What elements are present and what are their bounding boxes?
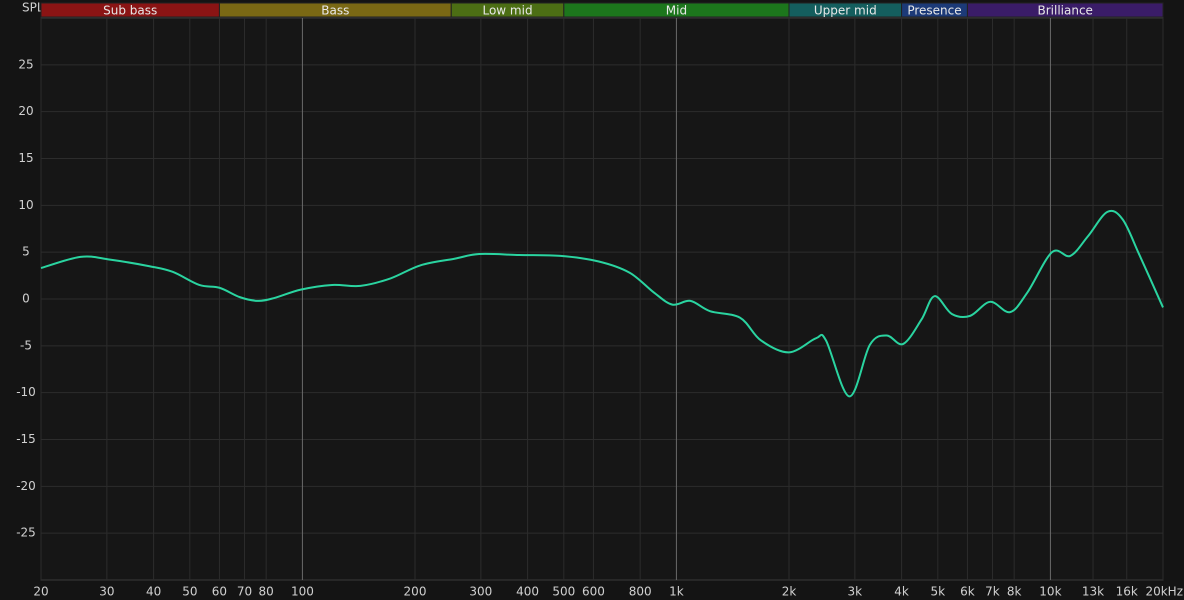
x-tick-label: 30	[99, 585, 114, 599]
y-tick-label: 10	[18, 198, 33, 212]
x-tick-label: 800	[629, 585, 652, 599]
y-tick-label: 0	[22, 292, 30, 306]
x-tick-label: 100	[291, 585, 314, 599]
y-tick-label: -5	[20, 338, 32, 352]
x-tick-label: 40	[146, 585, 161, 599]
band-label: Presence	[907, 4, 961, 18]
y-tick-label: 20	[18, 104, 33, 118]
x-tick-label: 70	[237, 585, 252, 599]
x-tick-label: 2k	[782, 585, 797, 599]
x-tick-label: 10k	[1039, 585, 1061, 599]
x-tick-label: 50	[182, 585, 197, 599]
x-tick-label: 13k	[1082, 585, 1104, 599]
band-label: Low mid	[482, 4, 532, 18]
response-curve	[40, 209, 1164, 398]
band-label: Sub bass	[103, 4, 157, 18]
y-tick-label: 25	[18, 57, 33, 71]
band	[966, 2, 1164, 18]
x-tick-label: 3k	[848, 585, 863, 599]
x-tick-label: 20kHz	[1145, 585, 1183, 599]
y-tick-label: -10	[16, 385, 36, 399]
x-tick-label: 6k	[960, 585, 975, 599]
y-tick-label: -15	[16, 432, 36, 446]
x-tick-label: 7k	[985, 585, 1000, 599]
x-tick-label: 5k	[931, 585, 946, 599]
y-tick-label: -20	[16, 479, 36, 493]
x-tick-label: 16k	[1116, 585, 1138, 599]
x-tick-label: 8k	[1007, 585, 1022, 599]
y-tick-label: -25	[16, 526, 36, 540]
band-label: Brilliance	[1037, 4, 1092, 18]
x-tick-label: 4k	[894, 585, 909, 599]
y-tick-label: 15	[18, 151, 33, 165]
x-tick-label: 80	[259, 585, 274, 599]
band-label: Upper mid	[814, 4, 877, 18]
y-axis-label: SPL	[22, 1, 44, 15]
x-tick-label: 1k	[669, 585, 684, 599]
x-tick-label: 600	[582, 585, 605, 599]
x-tick-label: 20	[33, 585, 48, 599]
x-tick-label: 200	[404, 585, 427, 599]
band-label: Mid	[666, 4, 687, 18]
x-tick-label: 60	[212, 585, 227, 599]
x-tick-label: 400	[516, 585, 539, 599]
x-tick-label: 500	[552, 585, 575, 599]
x-tick-label: 300	[469, 585, 492, 599]
y-tick-label: 5	[22, 245, 30, 259]
band-label: Bass	[321, 4, 349, 18]
